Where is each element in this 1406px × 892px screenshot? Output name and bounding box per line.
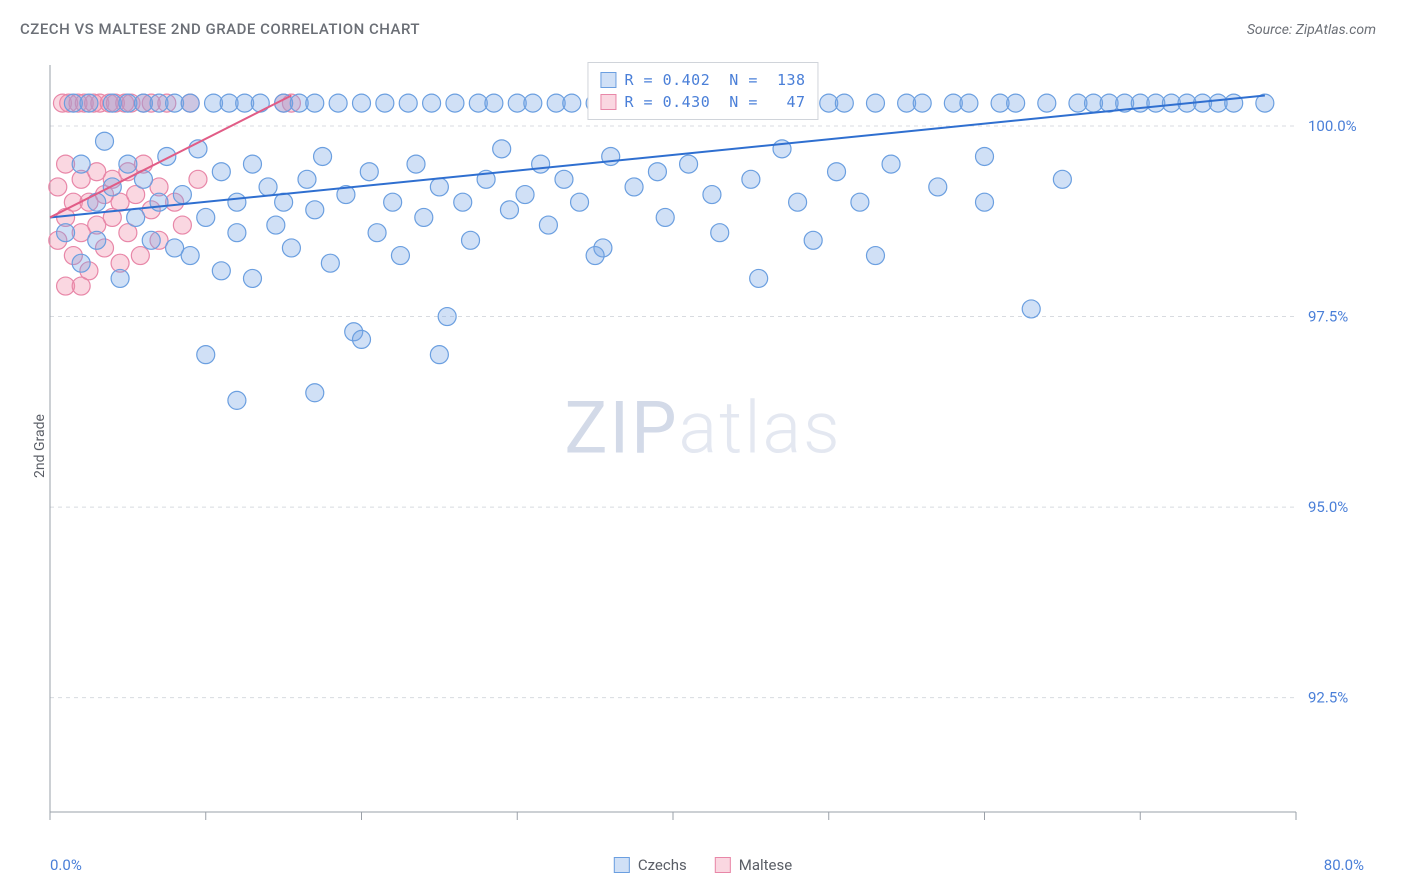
svg-text:95.0%: 95.0% [1308, 498, 1348, 516]
source-credit: Source: ZipAtlas.com [1247, 22, 1376, 38]
legend-label: Czechs [638, 856, 687, 874]
svg-text:92.5%: 92.5% [1308, 689, 1348, 707]
x-axis-max-label: 80.0% [1324, 856, 1364, 874]
chart-area: 92.5% 95.0% 97.5% 100.0% [45, 60, 1376, 837]
legend-label: Maltese [739, 856, 792, 874]
scatter-chart: 92.5% 95.0% 97.5% 100.0% [45, 60, 1376, 837]
legend-swatch [715, 857, 731, 873]
chart-title: CZECH VS MALTESE 2ND GRADE CORRELATION C… [20, 20, 420, 38]
legend-stat-values: R = 0.430 N = 47 [624, 93, 805, 111]
x-axis-min-label: 0.0% [50, 856, 82, 874]
legend-stat-row: R = 0.430 N = 47 [600, 91, 805, 113]
legend-item: Maltese [715, 856, 792, 874]
legend-swatch [600, 94, 616, 110]
legend-swatch [614, 857, 630, 873]
legend-stat-row: R = 0.402 N = 138 [600, 69, 805, 91]
svg-text:97.5%: 97.5% [1308, 308, 1348, 326]
legend-swatch [600, 72, 616, 88]
legend-stats: R = 0.402 N = 138 R = 0.430 N = 47 [587, 62, 818, 120]
legend-item: Czechs [614, 856, 687, 874]
legend-series: Czechs Maltese [614, 856, 792, 874]
legend-stat-values: R = 0.402 N = 138 [624, 71, 805, 89]
svg-text:100.0%: 100.0% [1308, 117, 1357, 135]
